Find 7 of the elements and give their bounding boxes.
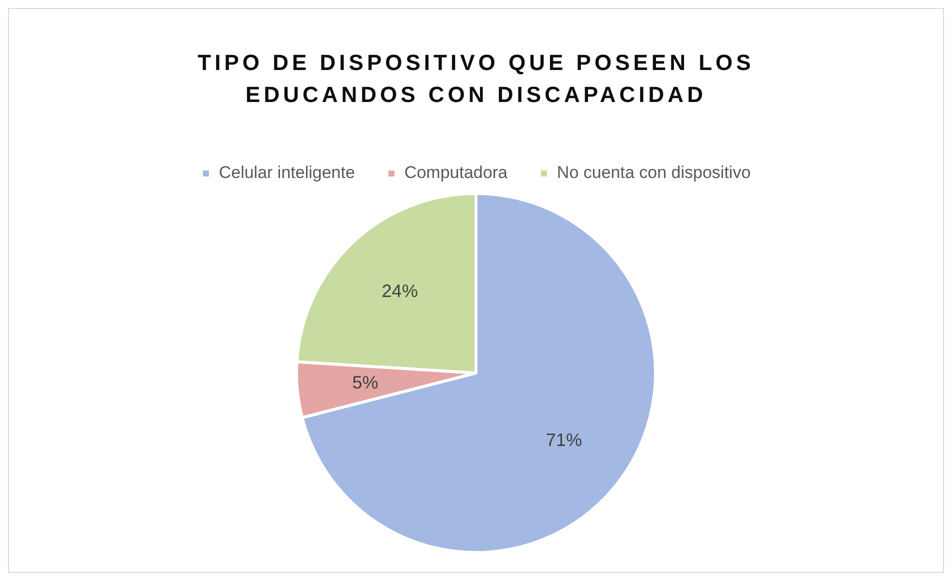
data-label: 5%	[352, 372, 378, 392]
legend-label: No cuenta con dispositivo	[556, 163, 751, 182]
legend-label: Computadora	[404, 163, 508, 182]
data-label: 71%	[546, 430, 582, 450]
chart-title: TIPO DE DISPOSITIVO QUE POSEEN LOS EDUCANDOS CON DISCAPACIDAD	[196, 49, 756, 109]
data-label: 24%	[382, 280, 418, 301]
legend-label: Celular inteligente	[218, 163, 355, 182]
